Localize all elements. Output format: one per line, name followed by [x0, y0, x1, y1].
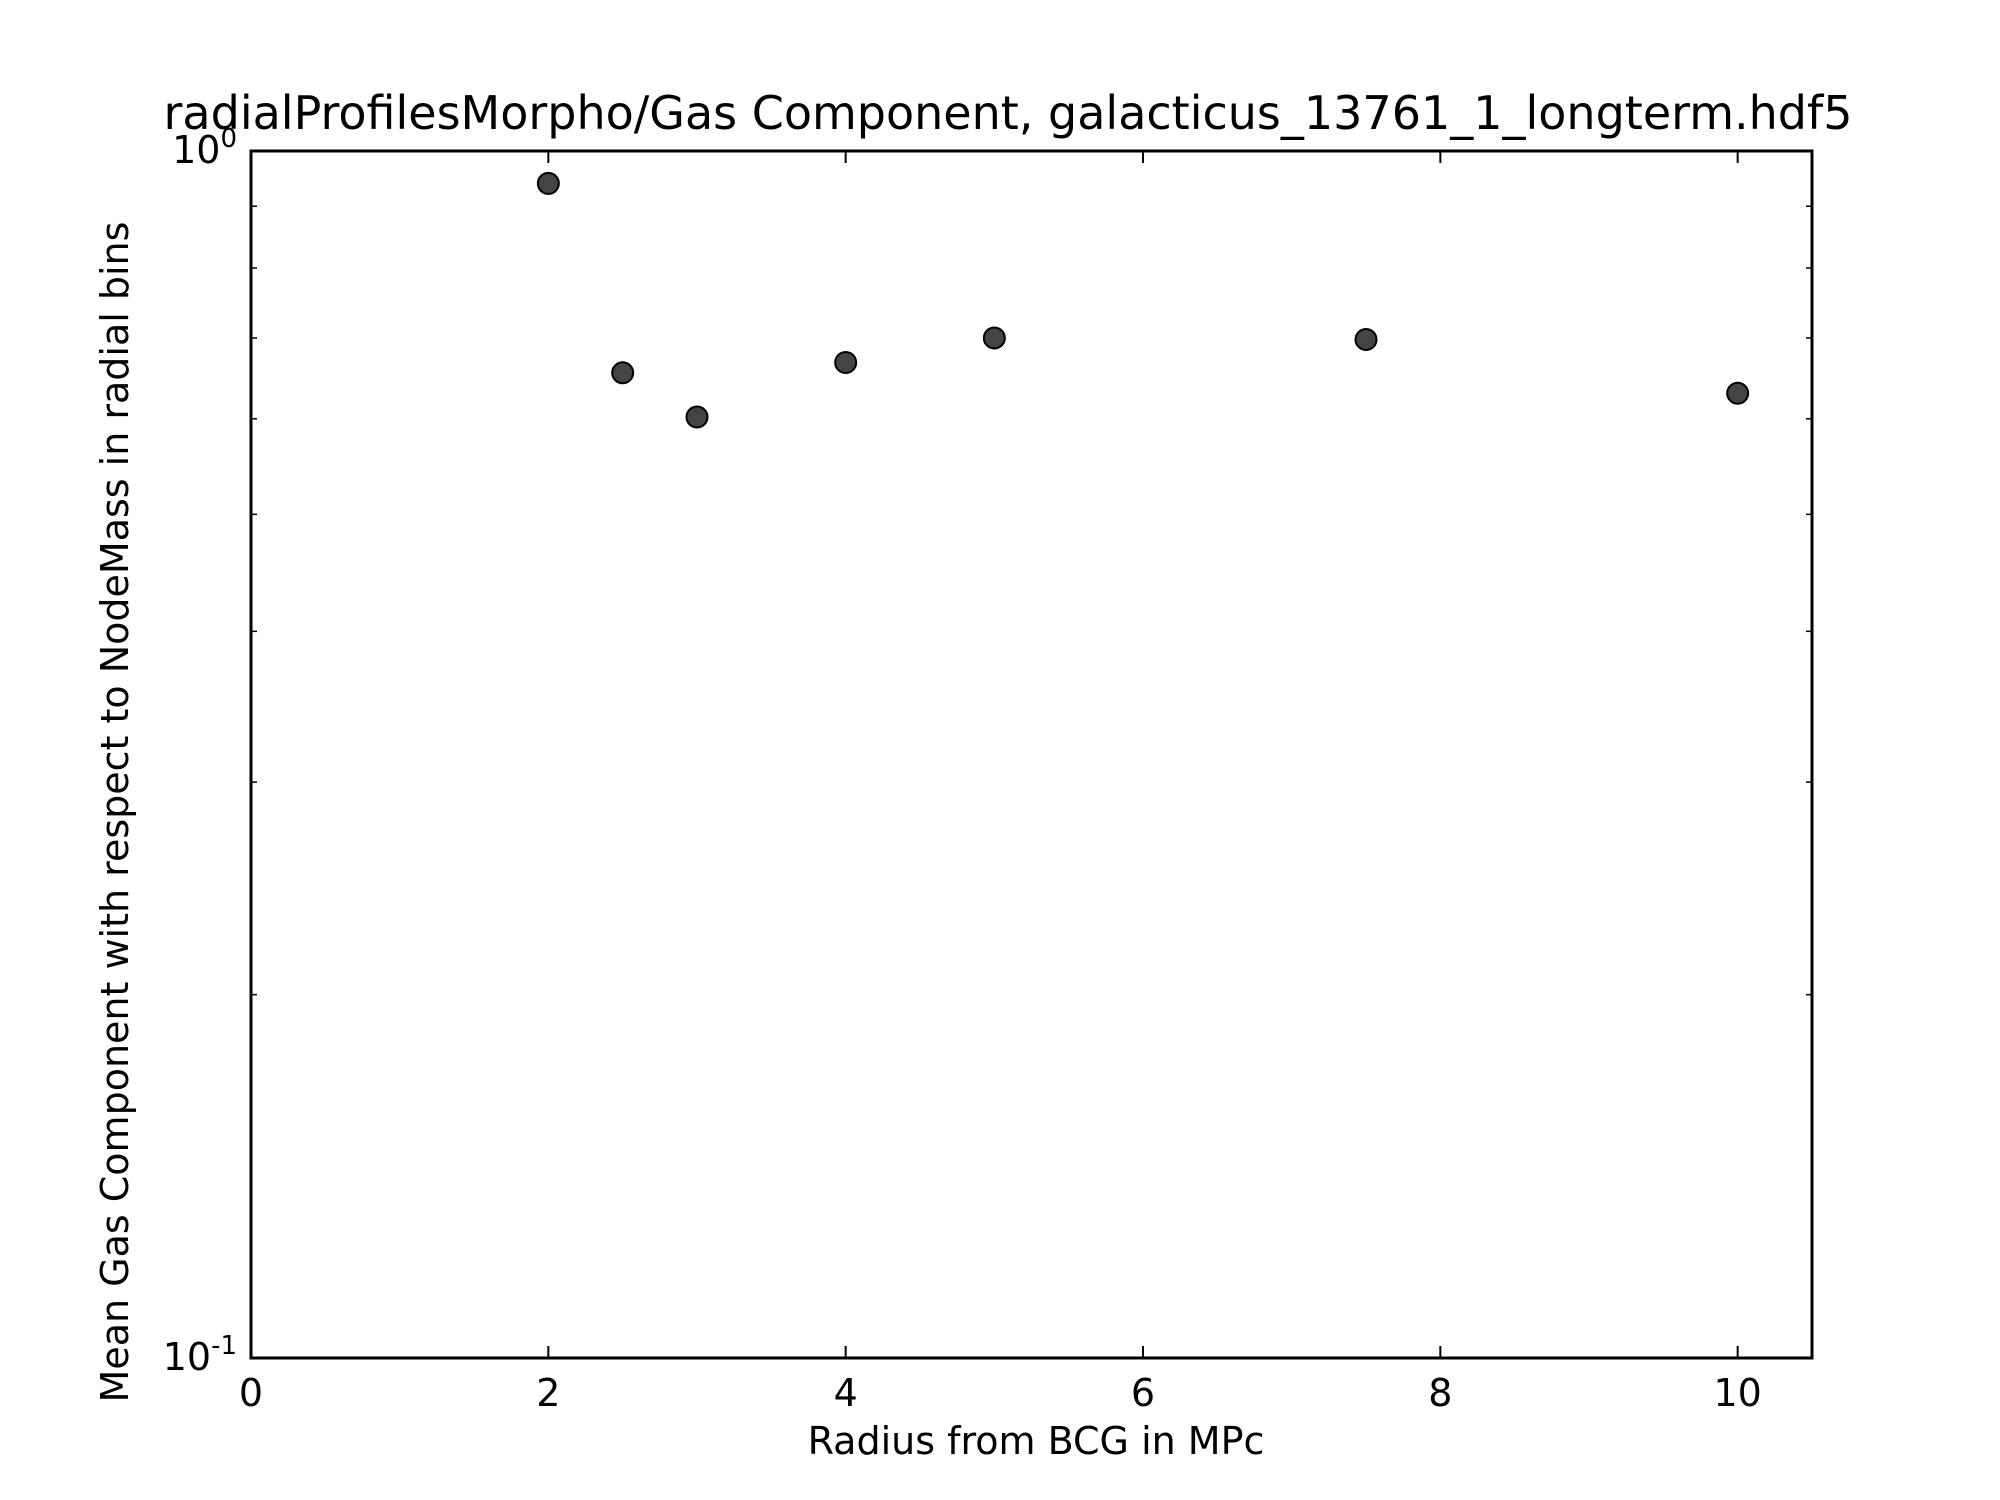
plot-frame	[249, 149, 1814, 1360]
data-point	[834, 350, 858, 374]
y-tick-label: 10-1	[163, 1331, 237, 1379]
data-point	[611, 361, 635, 385]
x-tick-label: 6	[1131, 1371, 1155, 1415]
plot-area: 0 2 4 6 8 10 10-1 100	[163, 124, 1814, 1415]
data-point	[1354, 327, 1378, 351]
y-tick-label: 100	[172, 124, 237, 172]
x-tick-label: 4	[834, 1371, 858, 1415]
data-point	[982, 326, 1006, 350]
y-axis-label: Mean Gas Component with respect to NodeM…	[93, 222, 137, 1403]
chart-title: radialProfilesMorpho/Gas Component, gala…	[164, 86, 1853, 140]
x-axis-label: Radius from BCG in MPc	[808, 1419, 1265, 1463]
x-tick-label: 8	[1428, 1371, 1452, 1415]
x-tick-label: 2	[536, 1371, 560, 1415]
x-tick-label: 10	[1713, 1371, 1761, 1415]
data-point	[536, 171, 560, 195]
x-tick-label: 0	[239, 1371, 263, 1415]
data-point	[685, 405, 709, 429]
data-point	[1726, 381, 1750, 405]
